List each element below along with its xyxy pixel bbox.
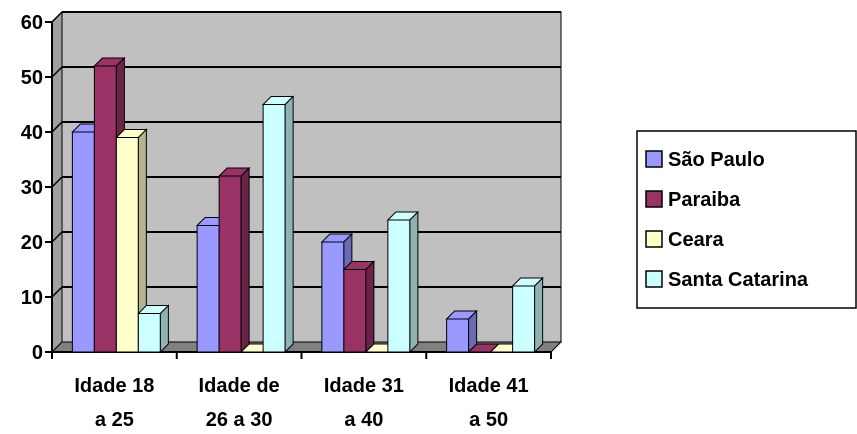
x-tick-label: Idade 18 [74,375,154,397]
bar [217,166,251,354]
bar-front [387,219,411,353]
x-tick-label: Idade 31 [324,375,404,397]
bar-side [534,276,544,354]
bar [511,276,544,354]
bar-front [137,313,161,353]
legend-label: São Paulo [668,149,765,171]
bar [342,260,376,354]
legend-label: Ceara [668,229,724,251]
y-axis-ticks: 0 10 20 30 40 50 60 [21,12,52,364]
bars [71,56,544,354]
y-tick-label: 40 [21,122,43,144]
legend: São Paulo Paraiba Ceara Santa Catarina [636,130,857,309]
bar [137,304,170,354]
y-tick-label: 30 [21,177,43,199]
x-axis-ticks: Idade 18 a 25 Idade de 26 a 30 Idade 31 a 40 I… [74,375,528,431]
x-tick-label: a 40 [344,409,383,431]
y-tick-label: 10 [21,287,43,309]
gridline-side [51,11,63,23]
legend-label: Santa Catarina [668,269,809,291]
bar-front [446,318,470,353]
bar-side [365,260,375,354]
gridline-side [51,121,63,133]
y-tick-label: 50 [21,67,43,89]
bar [115,128,148,354]
y-tick-label: 0 [32,342,43,364]
x-tick-label: Idade de [199,375,280,397]
bar-side [159,304,169,354]
bar-front [262,104,286,353]
bar-side [409,210,419,354]
gridline-side [51,66,63,78]
bar-front [93,65,117,353]
x-tick-label: a 50 [469,409,508,431]
bar [445,309,478,354]
legend-swatch [645,230,663,248]
bar [261,95,295,354]
legend-swatch [645,150,663,168]
legend-swatch [645,270,663,288]
y-tick-label: 60 [21,12,43,34]
bar-front [115,137,139,353]
legend-label: Paraiba [668,189,741,211]
gridline-side [51,286,63,298]
x-tick-label: a 25 [95,409,134,431]
bar-front [512,285,536,353]
x-tick-label: Idade 41 [449,375,529,397]
legend-swatch [645,190,663,208]
bar-front [71,131,95,353]
bar-front [343,269,367,353]
bar-front [321,241,345,353]
x-tick-label: 26 a 30 [206,409,273,431]
bar-front [196,225,220,353]
gridline-side [51,176,63,188]
legend-box [636,130,857,309]
bar-side [240,166,250,354]
y-tick-label: 20 [21,232,43,254]
bar-side [284,95,294,354]
bar [386,210,420,354]
bar-front [218,175,242,353]
gridline-side [51,231,63,243]
